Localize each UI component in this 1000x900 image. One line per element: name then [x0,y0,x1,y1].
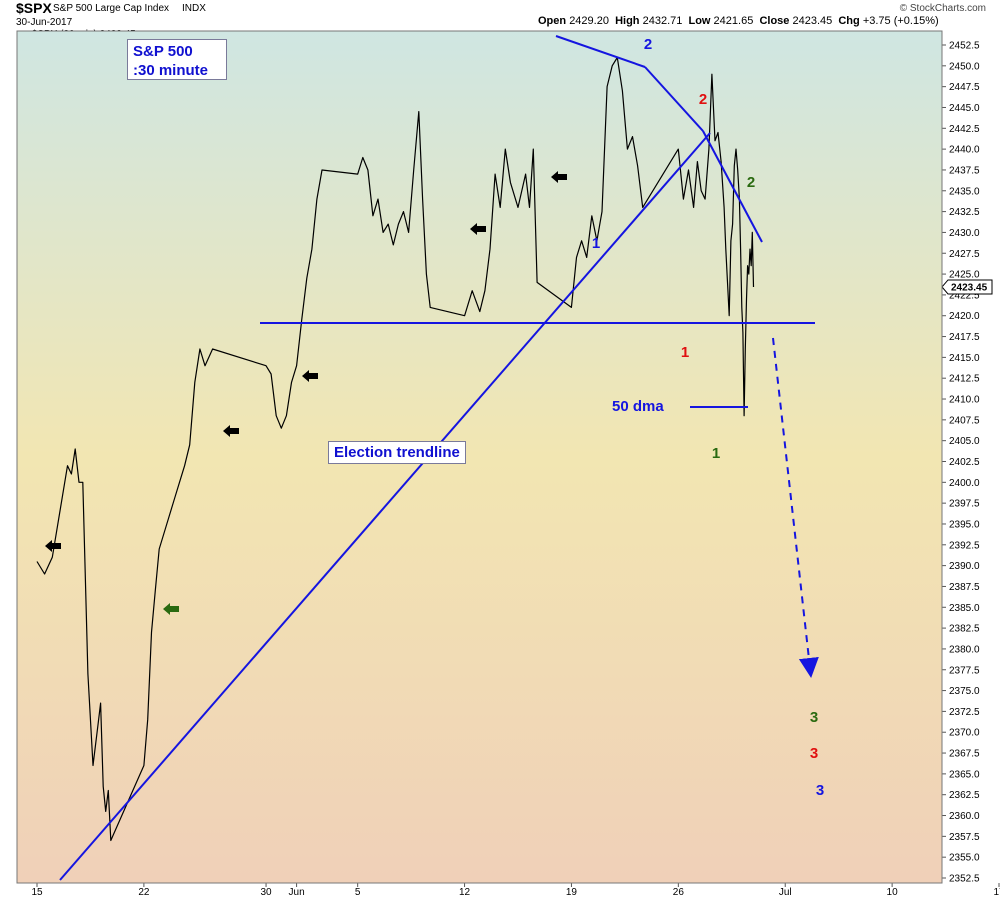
y-tick-label: 2410.0 [949,395,980,406]
y-tick-label: 2415.0 [949,353,980,364]
y-tick-label: 2355.0 [949,853,980,864]
index-name: S&P 500 Large Cap Index [53,3,170,14]
y-tick-label: 2447.5 [949,82,980,93]
x-tick-label: 10 [887,887,899,898]
y-tick-label: 2437.5 [949,165,980,176]
y-tick-label: 2395.0 [949,519,980,530]
wave-label-1-blue: 1 [592,235,600,252]
election-trendline [59,132,711,881]
y-tick-label: 2435.0 [949,186,980,197]
wave-label-1-green: 1 [712,445,720,462]
y-tick-label: 2400.0 [949,478,980,489]
y-tick-label: 2440.0 [949,145,980,156]
open-label: Open [538,15,567,27]
y-tick-label: 2377.5 [949,665,980,676]
y-tick-label: 2402.5 [949,457,980,468]
x-tick-label: Jun [289,887,305,898]
y-tick-label: 2370.0 [949,728,980,739]
y-tick-label: 2417.5 [949,332,980,343]
y-tick-label: 2392.5 [949,540,980,551]
y-tick-label: 2385.0 [949,603,980,614]
y-tick-label: 2412.5 [949,374,980,385]
projection-arrow [772,337,819,678]
x-tick-label: 17 [993,887,1000,898]
chart-title-box: S&P 500 :30 minute [127,39,227,80]
wave-label-2-red: 2 [699,91,707,108]
low-value: 2421.65 [713,15,754,27]
left-arrow-icon [163,603,179,615]
upper-channel-line-3 [702,130,763,243]
y-tick-label: 2360.0 [949,811,980,822]
y-tick-label: 2397.5 [949,499,980,510]
dma-label: 50 dma [612,398,664,415]
y-tick-label: 2450.0 [949,61,980,72]
x-tick-label: 22 [138,887,150,898]
y-tick-label: 2432.5 [949,207,980,218]
high-value: 2432.71 [642,15,683,27]
x-tick-label: 5 [355,887,361,898]
chart-date: 30-Jun-2017 [16,17,73,28]
x-tick-label: 12 [459,887,471,898]
chart-title-line2: :30 minute [133,62,209,79]
left-arrow-icon [470,223,486,235]
left-arrow-icon [302,370,318,382]
symbol: $SPX [16,0,52,16]
y-tick-label: 2375.0 [949,686,980,697]
x-tick-label: 15 [31,887,43,898]
upper-channel-line [555,35,646,68]
y-tick-label: 2367.5 [949,749,980,760]
y-tick-label: 2427.5 [949,249,980,260]
exchange: INDX [182,3,206,14]
y-tick-label: 2390.0 [949,561,980,572]
close-label: Close [759,15,790,27]
y-tick-label: 2387.5 [949,582,980,593]
wave-label-1-red: 1 [681,344,689,361]
y-tick-label: 2372.5 [949,707,980,718]
y-tick-label: 2382.5 [949,624,980,635]
y-tick-label: 2422.5 [949,290,980,301]
x-tick-label: 19 [566,887,578,898]
y-tick-label: 2352.5 [949,874,980,885]
y-tick-label: 2445.0 [949,103,980,114]
x-tick-label: Jul [779,887,792,898]
y-tick-label: 2442.5 [949,124,980,135]
wave-label-2-green: 2 [747,174,755,191]
chg-label: Chg [838,15,860,27]
wave-label-3-blue: 3 [816,782,824,799]
y-tick-label: 2405.0 [949,436,980,447]
y-tick-label: 2425.0 [949,270,980,281]
x-tick-label: 30 [260,887,272,898]
x-tick-label: 26 [673,887,685,898]
y-tick-label: 2357.5 [949,832,980,843]
chart-title-line1: S&P 500 [133,43,193,60]
high-label: High [615,15,640,27]
wave-label-3-green: 3 [810,709,818,726]
y-tick-label: 2430.0 [949,228,980,239]
left-arrow-icon [551,171,567,183]
y-tick-label: 2365.0 [949,769,980,780]
y-tick-label: 2407.5 [949,415,980,426]
left-arrow-icon [45,540,61,552]
wave-label-2-blue: 2 [644,36,652,53]
left-arrow-icon [223,425,239,437]
y-tick-label: 2380.0 [949,644,980,655]
last-price-tag [941,279,993,295]
y-tick-label: 2420.0 [949,311,980,322]
plot-area [17,31,942,883]
watermark: © StockCharts.com [899,3,986,14]
upper-channel-line-2 [644,66,704,132]
last-price-label: 2423.45 [951,282,988,293]
ohlc-bar: Open 2429.20 High 2432.71 Low 2421.65 Cl… [538,15,939,27]
close-value: 2423.45 [792,15,833,27]
plot-border [16,30,943,884]
open-value: 2429.20 [569,15,609,27]
chg-value: +3.75 (+0.15%) [862,15,939,27]
election-trendline-label: Election trendline [328,441,466,464]
series-line-spx [36,56,755,842]
y-tick-label: 2452.5 [949,41,980,52]
y-tick-label: 2362.5 [949,790,980,801]
low-label: Low [688,15,711,27]
wave-label-3-red: 3 [810,745,818,762]
